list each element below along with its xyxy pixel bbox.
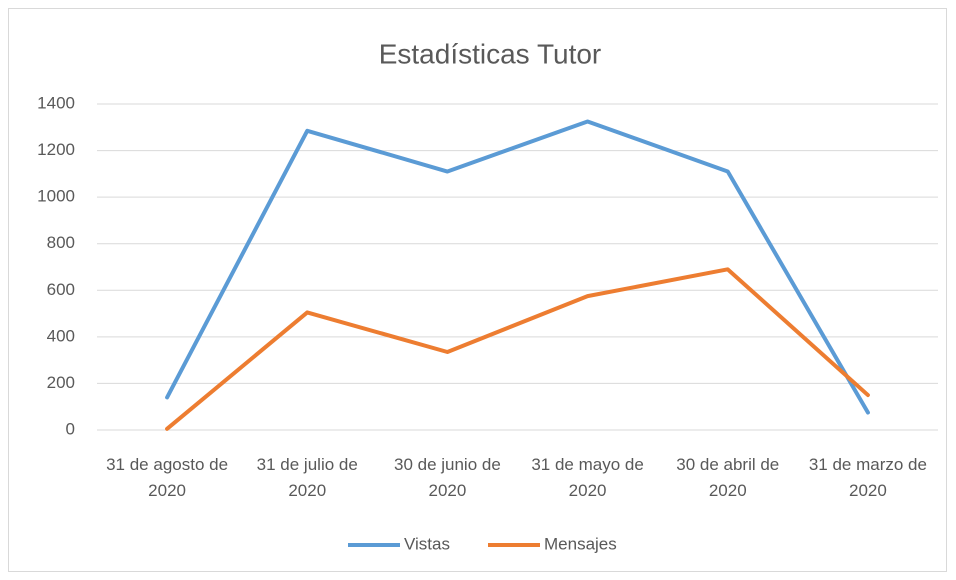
x-tick-label: 30 de abril de 2020 <box>676 455 780 500</box>
legend-label: Mensajes <box>544 534 617 553</box>
y-tick-label: 1200 <box>37 140 75 159</box>
x-tick-label: 31 de mayo de 2020 <box>531 455 644 500</box>
y-tick-label: 1400 <box>37 93 75 112</box>
line-series <box>165 267 870 431</box>
x-tick-label: 31 de marzo de 2020 <box>808 455 927 500</box>
y-tick-label: 0 <box>66 419 75 438</box>
x-tick-label: 31 de agosto de 2020 <box>106 455 229 500</box>
chart-title: Estadísticas Tutor <box>379 38 602 69</box>
y-tick-label: 800 <box>47 233 75 252</box>
x-tick-label: 30 de junio de 2020 <box>393 455 501 500</box>
line-series <box>165 119 870 415</box>
y-tick-label: 400 <box>47 326 75 345</box>
x-tick-label: 31 de julio de 2020 <box>256 455 358 500</box>
legend-label: Vistas <box>404 534 450 553</box>
y-tick-label: 1000 <box>37 187 75 206</box>
y-tick-label: 600 <box>47 280 75 299</box>
y-tick-label: 200 <box>47 373 75 392</box>
